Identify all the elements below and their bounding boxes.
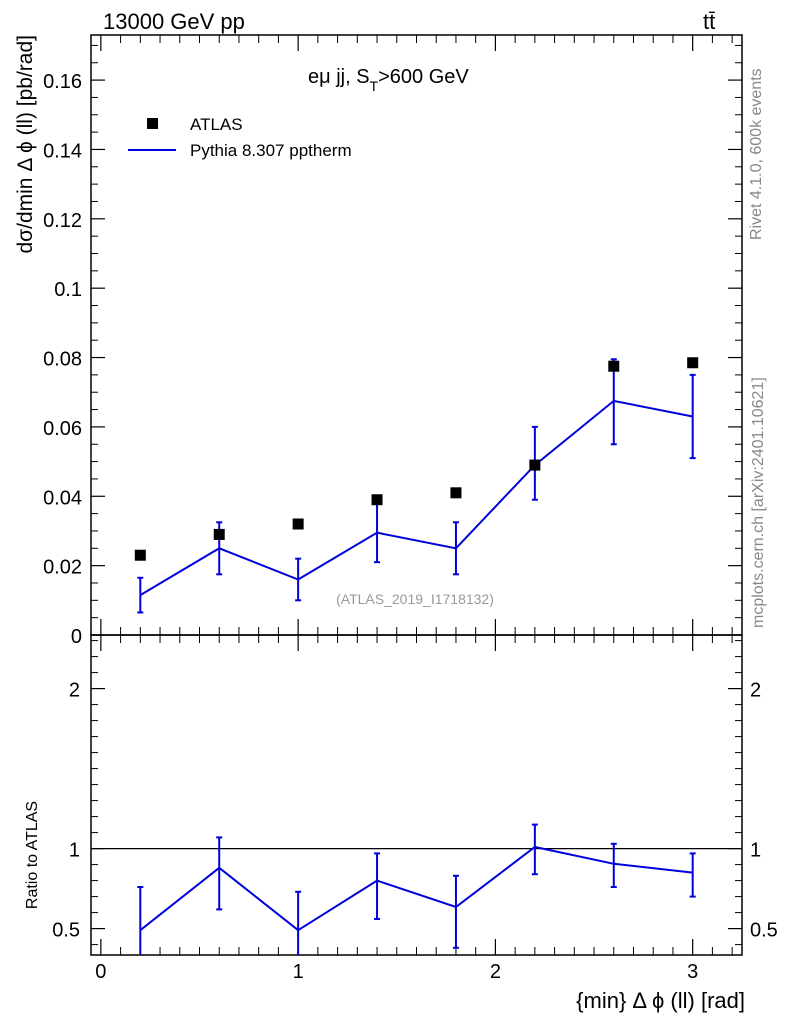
legend-mc-label: Pythia 8.307 pptherm [190,141,352,160]
x-tick-label: 2 [490,961,501,983]
ratio-tick-label-right: 2 [750,680,761,702]
ratio-tick-label-right: 1 [750,840,761,862]
atlas-data-point [292,518,304,530]
chart-title-tail: >600 GeV [378,66,469,88]
ratio-error-bars [137,823,696,955]
rivet-version-label: Rivet 4.1.0, 600k events [748,68,765,240]
energy-label: 13000 GeV pp [103,9,245,34]
mc-error-bars [137,358,696,614]
x-tick-label: 1 [293,961,304,983]
main-y-ticks: 0 0.02 0.04 0.06 0.08 0.1 0.12 0.14 0.16 [43,44,742,648]
ratio-tick-label-left: 0.5 [52,920,80,942]
chart-title-main: eμ jj, S [308,66,370,88]
ratio-tick-label-right: 0.5 [750,920,778,942]
chart-title: eμ jj, ST>600 GeV [308,66,469,94]
y-tick-label: 0.02 [43,557,82,579]
y-tick-label: 0.08 [43,349,82,371]
ratio-series-line [139,845,693,932]
x-ticks: 0 1 2 3 [95,35,733,983]
atlas-data-point [529,459,541,471]
y-axis-label: dσ/dmin Δ ϕ (ll) [pb/rad] [14,35,37,254]
mc-series-line [139,399,693,596]
source-label: mcplots.cern.ch [arXiv:2401.10621] [750,377,767,628]
atlas-data-point [608,360,620,372]
x-tick-label: 3 [687,961,698,983]
y-tick-label: 0.14 [43,140,82,162]
y-tick-label: 0.06 [43,418,82,440]
legend-atlas-marker [147,118,158,129]
y-tick-label: 0 [71,626,82,648]
legend-atlas-label: ATLAS [190,115,243,134]
main-panel-frame [90,34,743,636]
process-label: tt̄ [703,9,715,34]
atlas-data-point [213,528,225,540]
ratio-panel-frame [90,634,743,956]
atlas-data-point [450,487,462,499]
atlas-data-point [371,494,383,506]
ratio-y-ticks: 0.5 0.5 1 1 2 2 [52,640,778,946]
y-tick-label: 0.04 [43,487,82,509]
atlas-data-point [687,357,699,369]
ratio-tick-label-left: 2 [69,680,80,702]
atlas-data-points [134,357,699,561]
ratio-tick-label-left: 1 [69,840,80,862]
y-tick-label: 0.12 [43,210,82,232]
x-tick-label: 0 [95,961,106,983]
y-tick-label: 0.16 [43,71,82,93]
ratio-axis-label: Ratio to ATLAS [24,801,41,909]
analysis-watermark: (ATLAS_2019_I1718132) [336,591,494,607]
x-axis-label: {min} Δ ϕ (ll) [rad] [576,988,745,1013]
atlas-data-point [134,549,146,561]
chart-title-sub: T [370,78,379,94]
y-tick-label: 0.1 [54,279,82,301]
